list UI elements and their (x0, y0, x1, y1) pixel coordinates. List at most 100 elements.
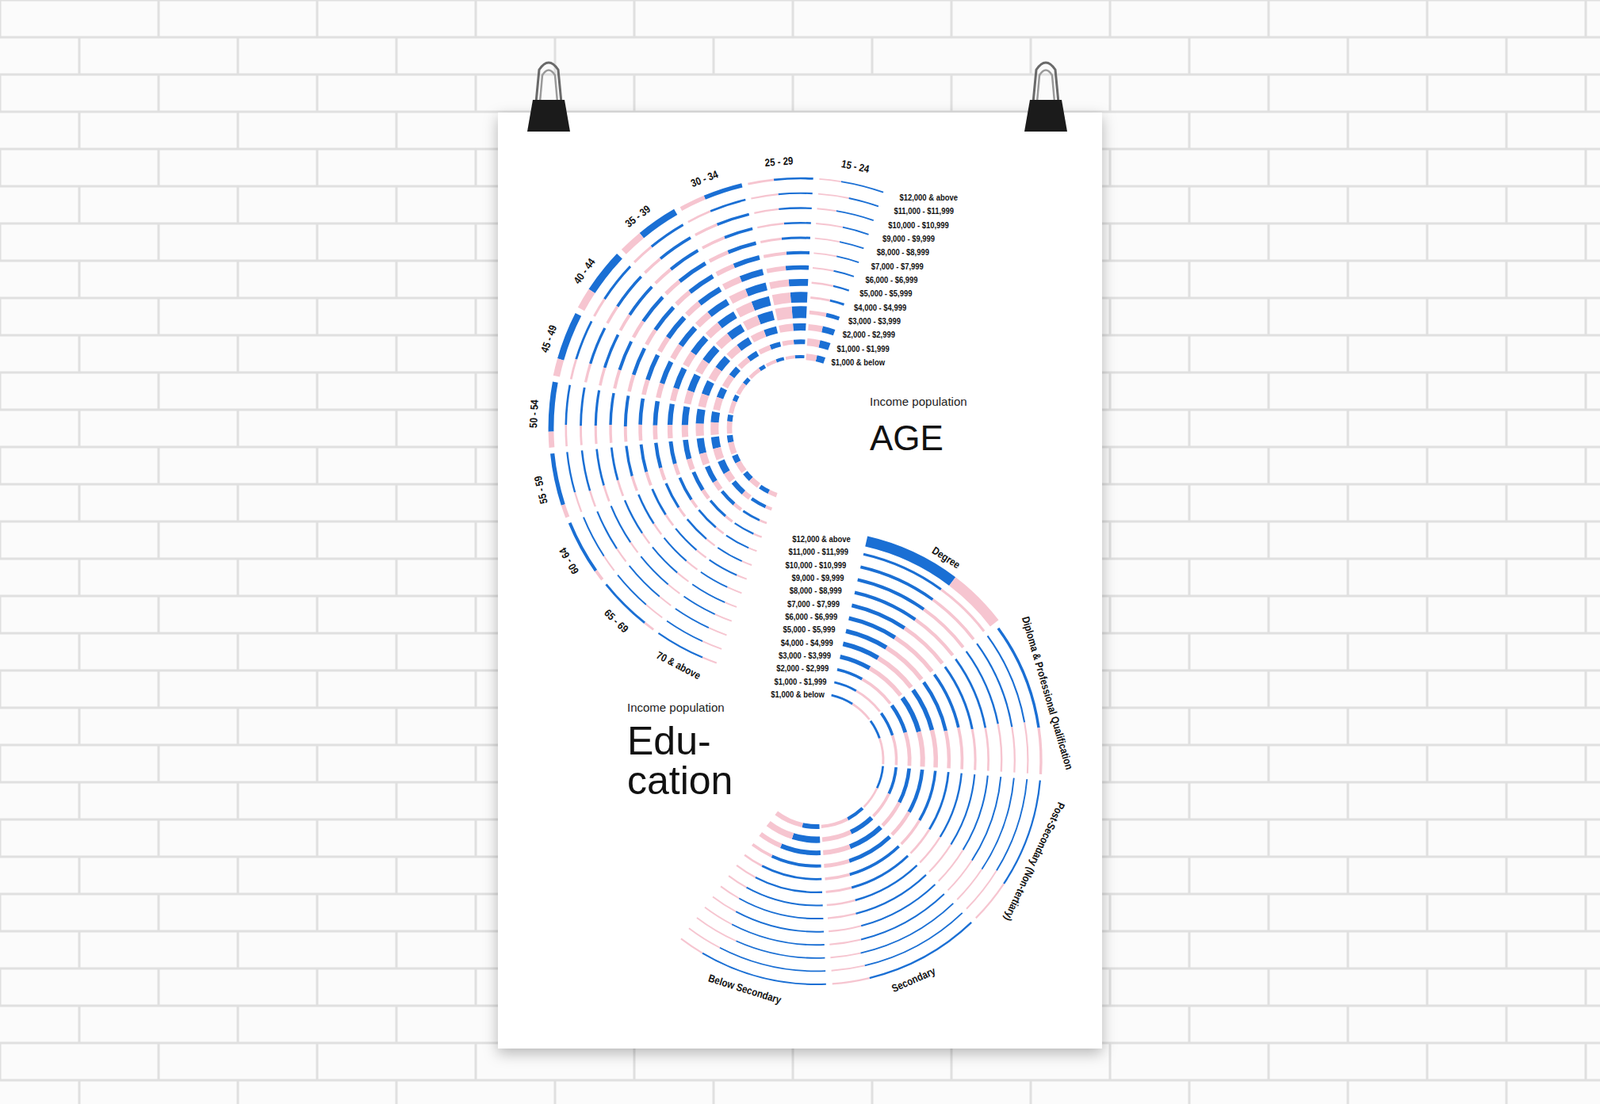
income-band-label: $9,000 - $9,999 (791, 573, 844, 583)
arc-segment (755, 877, 823, 893)
arc-segment (745, 320, 759, 327)
arc-segment (899, 769, 909, 804)
arc-segment (736, 575, 747, 580)
arc-segment (646, 604, 663, 618)
arc-segment (848, 198, 878, 207)
arc-segment (658, 383, 663, 399)
arc-segment (831, 965, 866, 971)
arc-segment (763, 252, 787, 257)
arc-segment (714, 412, 716, 423)
arc-segment (792, 323, 806, 331)
arc-segment (851, 856, 908, 889)
arc-segment (585, 363, 591, 383)
arc-segment (830, 300, 845, 305)
arc-segment (833, 286, 850, 291)
arc-segment (985, 727, 989, 771)
category-label: 30 - 34 (688, 168, 720, 190)
arc-segment (742, 511, 760, 521)
arc-segment (769, 283, 789, 287)
arc-segment (738, 384, 745, 395)
arc-segment (604, 334, 619, 368)
arc-segment (629, 287, 652, 315)
arc-segment (619, 341, 632, 371)
arc-segment (724, 376, 732, 387)
arc-segment (611, 447, 618, 481)
arc-segment (882, 803, 900, 827)
arc-segment (836, 256, 859, 263)
arc-segment (662, 362, 671, 384)
arc-segment (952, 581, 995, 624)
arc-segment (860, 566, 933, 600)
arc-segment (727, 421, 733, 434)
arc-segment (604, 486, 610, 502)
arc-segment (778, 207, 812, 209)
arc-segment (724, 229, 753, 238)
arc-segment (723, 279, 741, 288)
arc-segment (581, 450, 590, 491)
arc-segment (666, 514, 674, 526)
arc-segment (712, 897, 736, 913)
clip-body (1024, 99, 1068, 132)
arc-segment (688, 928, 720, 949)
arc-segment (702, 641, 722, 650)
arc-segment (726, 535, 749, 549)
arc-segment (821, 819, 848, 827)
arc-segment (691, 500, 697, 509)
arc-segment (710, 422, 719, 435)
arc-segment (782, 342, 794, 345)
arc-segment (918, 731, 923, 767)
arc-segment (703, 453, 707, 465)
arc-segment (685, 406, 687, 425)
arc-segment (659, 597, 671, 606)
arc-segment (816, 358, 825, 361)
arc-segment (687, 303, 701, 315)
arc-segment (847, 808, 863, 820)
arc-segment (766, 267, 786, 272)
title: Edu- (627, 719, 712, 764)
arc-segment (728, 876, 747, 889)
income-band-label: $12,000 & above (792, 534, 850, 544)
binder-clip (527, 62, 571, 132)
arc-segment (833, 271, 854, 277)
arc-segment (617, 575, 647, 605)
category-label: 25 - 29 (764, 154, 794, 169)
income-band-label: $1,000 & below (830, 357, 885, 368)
arc-segment (695, 224, 718, 235)
arc-segment (685, 353, 694, 367)
arc-segment (674, 463, 679, 475)
arc-segment (709, 559, 738, 575)
income-band-label: $5,000 - $5,999 (782, 624, 835, 635)
arc-segment (675, 528, 697, 551)
arc-segment (738, 462, 745, 472)
arc-segment (855, 875, 927, 915)
arc-segment (823, 861, 850, 866)
arc-segment (948, 861, 973, 892)
arc-segment (976, 884, 1004, 919)
arc-segment (704, 907, 732, 925)
arc-segment (727, 243, 756, 253)
arc-segment (857, 580, 925, 610)
arc-segment (830, 953, 861, 959)
arc-segment (688, 459, 693, 470)
arc-segment (734, 504, 742, 510)
arc-segment (617, 480, 624, 497)
arc-segment (689, 276, 713, 293)
arc-segment (731, 924, 825, 946)
arc-segment (640, 556, 668, 585)
arc-segment (779, 327, 793, 330)
arc-segment (759, 347, 771, 353)
arc-segment (758, 315, 774, 321)
arc-segment (748, 353, 758, 360)
income-band-label: $1,000 - $1,999 (837, 344, 890, 354)
brick-wall (0, 0, 1600, 1104)
arc-segment (646, 472, 651, 487)
arc-segment (729, 414, 731, 422)
arc-segment (923, 609, 964, 648)
arc-segment (829, 939, 862, 945)
arc-segment (865, 913, 963, 967)
arc-segment (677, 573, 689, 582)
arc-segment (734, 523, 755, 534)
arc-segment (666, 483, 679, 508)
arc-segment (824, 874, 850, 880)
arc-segment (760, 238, 782, 242)
